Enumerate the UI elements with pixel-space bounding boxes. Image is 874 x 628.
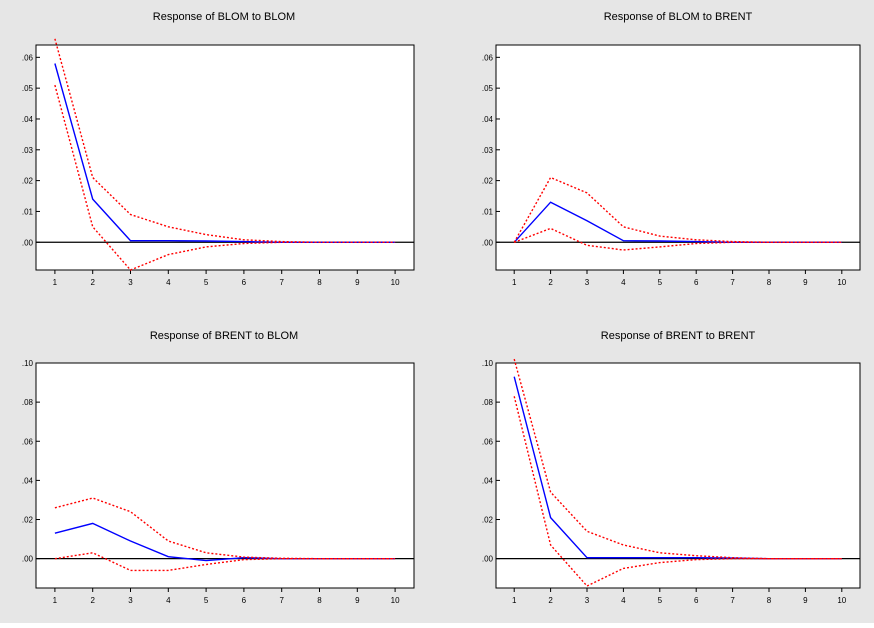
upper-band-line	[54, 497, 396, 560]
y-tick-label: .05	[482, 84, 494, 93]
y-tick-label: .02	[482, 177, 494, 186]
x-tick-label: 9	[355, 596, 360, 605]
plot-area	[495, 44, 861, 271]
x-tick-label: 3	[585, 596, 590, 605]
chart-panel-1: Response of BLOM to BLOM .00 .01 .02 .03 .04.…	[22, 11, 415, 287]
y-tick-label: .10	[22, 359, 34, 368]
y-tick-label: .01	[22, 207, 34, 216]
x-tick-label: 6	[242, 278, 247, 287]
y-tick-label: .06	[482, 53, 494, 62]
chart-title: Response of BRENT to BLOM	[150, 330, 298, 342]
x-tick-label: 8	[317, 278, 322, 287]
chart-panel-3: Response of BRENT to BLOM .00 .02 .04 .06 .08…	[22, 330, 415, 605]
plot-area	[35, 44, 415, 271]
x-tick-label: 6	[694, 596, 699, 605]
x-tick-label: 4	[166, 596, 171, 605]
upper-band-line	[513, 176, 842, 244]
x-tick-label: 5	[658, 278, 663, 287]
x-tick-label: 3	[128, 596, 133, 605]
y-tick-label: .04	[22, 115, 34, 124]
lower-band-line	[54, 552, 396, 572]
x-tick-label: 7	[730, 596, 735, 605]
x-tick-label: 10	[837, 596, 846, 605]
y-tick-label: .04	[482, 476, 494, 485]
x-tick-label: 2	[548, 596, 553, 605]
chart-title: Response of BLOM to BLOM	[153, 11, 295, 23]
x-tick-label: 5	[204, 278, 209, 287]
upper-band-line	[513, 358, 842, 560]
y-tick-label: .06	[482, 437, 494, 446]
x-tick-label: 10	[837, 278, 846, 287]
x-tick-label: 5	[204, 596, 209, 605]
plot-area	[35, 362, 415, 589]
chart-panel-4: Response of BRENT to BRENT .00 .02 .04 .06 .0…	[482, 330, 861, 605]
x-tick-label: 9	[803, 596, 808, 605]
x-tick-label: 3	[128, 278, 133, 287]
y-tick-label: .00	[22, 555, 34, 564]
y-tick-label: .03	[482, 146, 494, 155]
y-tick-label: .08	[22, 398, 34, 407]
x-tick-label: 3	[585, 278, 590, 287]
x-tick-label: 8	[767, 278, 772, 287]
x-tick-label: 8	[317, 596, 322, 605]
x-tick-label: 5	[658, 596, 663, 605]
y-tick-label: .02	[22, 516, 34, 525]
x-tick-label: 4	[621, 596, 626, 605]
y-tick-label: .00	[482, 555, 494, 564]
y-tick-label: .00	[22, 238, 34, 247]
y-tick-label: .08	[482, 398, 494, 407]
x-tick-label: 1	[512, 596, 517, 605]
x-tick-label: 4	[166, 278, 171, 287]
y-tick-label: .10	[482, 359, 494, 368]
chart-panel-2: Response of BLOM to BRENT .00 .01 .02 .03 .04…	[482, 11, 861, 287]
x-tick-label: 1	[53, 278, 58, 287]
x-tick-label: 7	[279, 596, 284, 605]
plot-area	[495, 362, 861, 589]
x-tick-label: 1	[512, 278, 517, 287]
y-tick-label: .06	[22, 437, 34, 446]
x-tick-label: 4	[621, 278, 626, 287]
x-tick-label: 1	[53, 596, 58, 605]
x-tick-label: 7	[730, 278, 735, 287]
y-tick-label: .04	[482, 115, 494, 124]
chart-title: Response of BRENT to BRENT	[601, 330, 756, 342]
x-tick-label: 2	[90, 596, 95, 605]
lower-band-line	[513, 396, 842, 587]
x-tick-label: 9	[803, 278, 808, 287]
y-tick-label: .02	[482, 516, 494, 525]
x-tick-label: 10	[391, 278, 400, 287]
x-tick-label: 9	[355, 278, 360, 287]
y-tick-label: .02	[22, 177, 34, 186]
y-tick-label: .05	[22, 84, 34, 93]
x-tick-label: 6	[694, 278, 699, 287]
x-tick-label: 10	[391, 596, 400, 605]
x-tick-label: 2	[548, 278, 553, 287]
x-tick-label: 2	[90, 278, 95, 287]
x-tick-label: 7	[279, 278, 284, 287]
response-line	[54, 63, 396, 244]
y-tick-label: .00	[482, 238, 494, 247]
y-tick-label: .04	[22, 476, 34, 485]
y-tick-label: .03	[22, 146, 34, 155]
chart-title: Response of BLOM to BRENT	[604, 11, 753, 23]
x-tick-label: 8	[767, 596, 772, 605]
x-tick-label: 6	[242, 596, 247, 605]
y-tick-label: .06	[22, 53, 34, 62]
y-tick-label: .01	[482, 207, 494, 216]
